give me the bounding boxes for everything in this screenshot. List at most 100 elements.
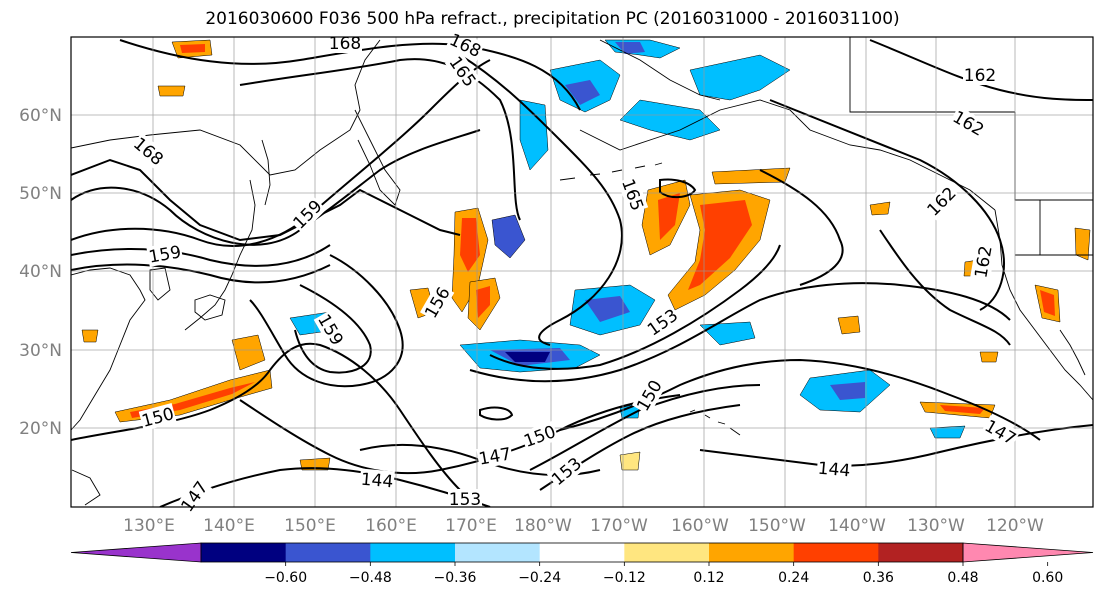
lat-label: 20°N <box>19 419 62 439</box>
precip-positive-region <box>869 201 891 216</box>
lon-label: 170°W <box>590 516 648 536</box>
map-gridlines <box>71 37 1093 507</box>
contour-line <box>239 394 681 475</box>
colorbar-segment <box>878 543 964 562</box>
precip-negative-region <box>619 99 721 141</box>
coastline <box>559 162 663 181</box>
colorbar-tick-label: 0.36 <box>863 570 894 586</box>
colorbar-segment <box>793 543 879 562</box>
contour-line <box>71 244 331 267</box>
map-plot-area <box>71 37 1093 507</box>
precip-negative-region <box>491 214 526 259</box>
contour-label: 168 <box>328 33 362 54</box>
contour-line <box>71 342 461 491</box>
coastline <box>184 179 256 331</box>
contour-label: 159 <box>313 309 349 350</box>
contour-line <box>159 467 491 507</box>
precip-negative-region <box>505 352 550 362</box>
contour-line <box>119 39 581 111</box>
contour-label-text: 153 <box>449 490 481 510</box>
coastline <box>261 139 271 206</box>
precip-positive-region <box>658 193 680 240</box>
precip-negative-region <box>699 321 756 346</box>
contour-label-text: 144 <box>360 470 394 493</box>
contour-line <box>699 424 1093 467</box>
colorbar-tick-label: 0.48 <box>947 570 978 586</box>
precip-negative-region <box>519 99 549 171</box>
contour-label-text: 144 <box>817 459 851 482</box>
coastline <box>579 99 996 211</box>
lat-label: 40°N <box>19 262 62 282</box>
colorbar-tick-label: −0.60 <box>264 570 307 586</box>
contour-line <box>529 384 761 471</box>
colorbar-tick-label: −0.12 <box>603 570 646 586</box>
latitude-labels: 60°N 50°N 40°N 30°N 20°N <box>19 106 62 439</box>
lon-label: 130°W <box>907 516 965 536</box>
contour-label: 162 <box>963 65 997 86</box>
colorbar-segment <box>285 543 371 562</box>
colorbar-segment <box>624 543 710 562</box>
contour-line <box>759 169 844 286</box>
precip-positive-region <box>1040 290 1055 316</box>
coastline <box>599 39 721 101</box>
contour-label: 153 <box>448 489 482 510</box>
precip-positive-region <box>231 334 266 371</box>
coastline <box>1059 329 1086 376</box>
coastline <box>194 294 226 321</box>
colorbar-segment <box>539 543 625 562</box>
contour-line <box>479 406 514 421</box>
precip-positive-region <box>180 44 205 53</box>
longitude-labels: 130°E 140°E 150°E 160°E 170°E 180°W 170°… <box>123 516 1044 536</box>
colorbar-tick-label: −0.48 <box>349 570 392 586</box>
lat-label: 30°N <box>19 341 62 361</box>
lon-label: 170°E <box>445 516 497 536</box>
precip-positive-region <box>460 218 480 272</box>
colorbar-outline <box>200 542 964 563</box>
precip-positive-region <box>157 85 186 97</box>
contour-label: 144 <box>816 457 852 482</box>
contour-line <box>459 54 623 346</box>
coastline <box>71 469 101 506</box>
coastline <box>689 409 741 436</box>
precip-negative-region <box>830 382 865 400</box>
colorbar-segment <box>455 543 541 562</box>
precip-negative-region <box>929 425 966 439</box>
coastline <box>71 267 146 431</box>
precip-positive-region <box>81 329 99 343</box>
precip-negative-region <box>565 80 600 105</box>
contour-label-text: 168 <box>329 34 361 54</box>
contour-label: 144 <box>359 468 395 493</box>
colorbar-tick-label: 0.60 <box>1032 570 1063 586</box>
precip-positive-region <box>619 451 641 471</box>
lon-label: 150°W <box>748 516 806 536</box>
lat-label: 60°N <box>19 106 62 126</box>
contour-line <box>294 284 372 374</box>
precip-positive-region <box>979 351 999 363</box>
map-frame <box>70 36 1094 508</box>
precip-positive-region <box>476 286 490 318</box>
contour-line <box>869 39 1093 101</box>
lon-label: 120°W <box>986 516 1044 536</box>
coastline <box>994 209 1093 401</box>
colorbar-segment <box>370 543 456 562</box>
colorbar-extend-high <box>962 542 1094 563</box>
lon-label: 130°E <box>123 516 175 536</box>
contour-line <box>489 244 781 370</box>
map-title: 2016030600 F036 500 hPa refract., precip… <box>205 9 900 29</box>
coastline <box>149 267 171 301</box>
contour-line <box>769 99 1005 311</box>
precip-positive-region <box>837 315 861 335</box>
colorbar-tick-label: −0.24 <box>518 570 561 586</box>
contour-label-text: 162 <box>964 66 996 86</box>
lat-label: 50°N <box>19 184 62 204</box>
lon-label: 150°E <box>284 516 336 536</box>
lon-label: 140°E <box>203 516 255 536</box>
lon-label: 160°W <box>671 516 729 536</box>
colorbar-segment <box>709 543 795 562</box>
lon-label: 180°W <box>514 516 572 536</box>
coastline <box>71 39 381 176</box>
contour-line <box>469 282 1011 383</box>
colorbar-extend-low <box>70 542 202 563</box>
contour-label: 150 <box>520 420 560 452</box>
